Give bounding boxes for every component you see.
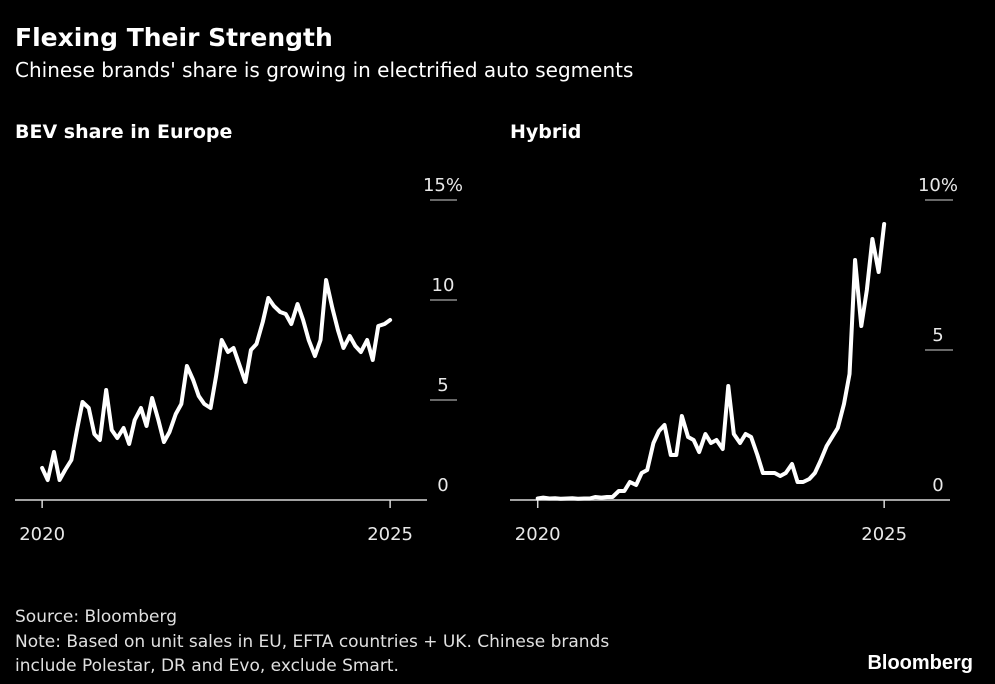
y-tick-label: 5 <box>932 325 943 346</box>
line <box>535 222 887 501</box>
subtitle: Chinese brands' share is growing in elec… <box>15 58 633 82</box>
logo: Bloomberg <box>867 652 973 674</box>
x-tick-label: 2020 <box>19 524 65 545</box>
y-tick-label: 10% <box>918 175 958 196</box>
y-tick-label: 15% <box>423 175 463 196</box>
x-tick-label: 2025 <box>861 524 907 545</box>
title: Flexing Their Strength <box>15 23 333 52</box>
y-tick-label: 0 <box>932 475 943 496</box>
line <box>40 278 393 482</box>
y-tick-label: 0 <box>437 475 448 496</box>
x-tick-label: 2025 <box>367 524 413 545</box>
y-tick-label: 10 <box>432 275 455 296</box>
note: Note: Based on unit sales in EU, EFTA co… <box>15 632 609 652</box>
x-tick-label: 2020 <box>515 524 561 545</box>
note: include Polestar, DR and Evo, exclude Sm… <box>15 656 399 676</box>
panel-title: BEV share in Europe <box>15 121 232 143</box>
y-tick-label: 5 <box>437 375 448 396</box>
panel-title: Hybrid <box>510 121 581 143</box>
source: Source: Bloomberg <box>15 607 177 627</box>
